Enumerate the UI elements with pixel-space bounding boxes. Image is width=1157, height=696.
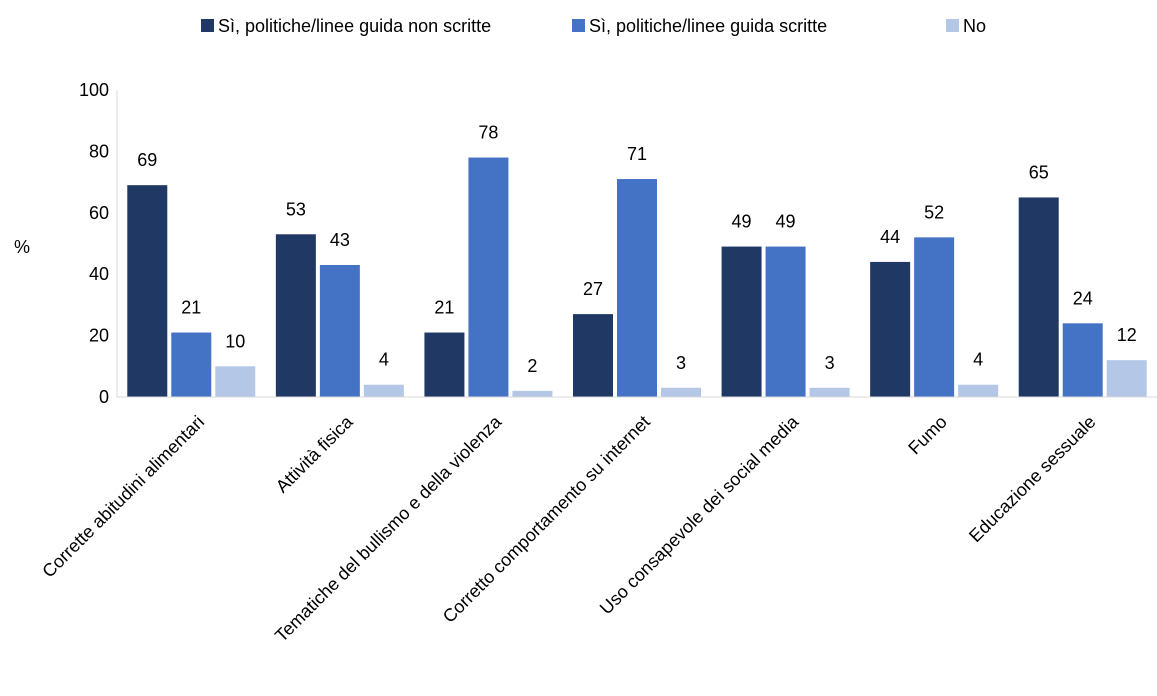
data-label: 69 [137, 150, 157, 170]
x-category-label: Educazione sessuale [965, 412, 1099, 546]
bar [363, 384, 404, 397]
x-axis-category-labels: Corrette abitudini alimentari Attività fi… [38, 411, 1099, 646]
bar [721, 246, 762, 397]
x-category-label: Fumo [904, 412, 951, 459]
data-label: 27 [583, 279, 603, 299]
bar [661, 387, 701, 397]
y-tick-label: 100 [79, 80, 109, 100]
data-label: 49 [732, 212, 752, 232]
data-label: 3 [676, 353, 686, 373]
bar [958, 384, 999, 397]
y-tick-label: 20 [89, 326, 109, 346]
data-label: 71 [627, 144, 647, 164]
legend-label: No [963, 16, 986, 36]
bar [275, 234, 316, 397]
data-label: 10 [225, 331, 245, 351]
y-tick-label: 80 [89, 141, 109, 161]
data-label: 53 [286, 199, 306, 219]
bar [512, 390, 553, 397]
y-tick-label: 60 [89, 203, 109, 223]
bar [127, 185, 168, 397]
bar [424, 332, 465, 397]
bars: 69 21 10 53 43 4 21 78 2 27 71 3 49 49 3 44 52 4 65 24 12 [127, 123, 1147, 397]
data-label: 52 [924, 202, 944, 222]
data-label: 4 [973, 350, 983, 370]
data-label: 2 [527, 356, 537, 376]
data-label: 44 [880, 227, 900, 247]
data-label: 65 [1029, 162, 1049, 182]
bar [1018, 197, 1059, 397]
bar [870, 261, 911, 397]
bar [319, 264, 360, 397]
x-category-label: Tematiche del bullismo e della violenza [271, 411, 506, 646]
bar [914, 237, 955, 397]
data-label: 12 [1117, 325, 1137, 345]
y-tick-label: 0 [99, 387, 109, 407]
legend-swatch [946, 19, 959, 32]
bar [468, 157, 509, 397]
legend-swatch [201, 19, 214, 32]
legend-label: Sì, politiche/linee guida non scritte [218, 16, 491, 36]
bar [1106, 360, 1147, 397]
x-category-label: Attività fisica [272, 411, 358, 497]
y-axis-label: % [14, 237, 30, 257]
bar [215, 366, 256, 397]
bar [573, 314, 613, 397]
legend-swatch [572, 19, 585, 32]
data-label: 24 [1073, 288, 1093, 308]
bar [171, 332, 212, 397]
axes [116, 90, 1157, 398]
bar [1062, 323, 1103, 397]
bar [765, 246, 806, 397]
x-category-label: Corrette abitudini alimentari [38, 412, 208, 582]
legend-label: Sì, politiche/linee guida scritte [589, 16, 827, 36]
bar [617, 179, 657, 397]
data-label: 49 [776, 212, 796, 232]
legend: Sì, politiche/linee guida non scritte Sì,… [201, 16, 986, 36]
data-label: 21 [181, 298, 201, 318]
data-label: 21 [434, 298, 454, 318]
bar [809, 387, 850, 397]
y-tick-label: 40 [89, 264, 109, 284]
data-label: 4 [379, 350, 389, 370]
data-label: 78 [478, 123, 498, 143]
data-label: 3 [825, 353, 835, 373]
y-axis-ticks: 0 20 40 60 80 100 [79, 80, 109, 407]
data-label: 43 [330, 230, 350, 250]
